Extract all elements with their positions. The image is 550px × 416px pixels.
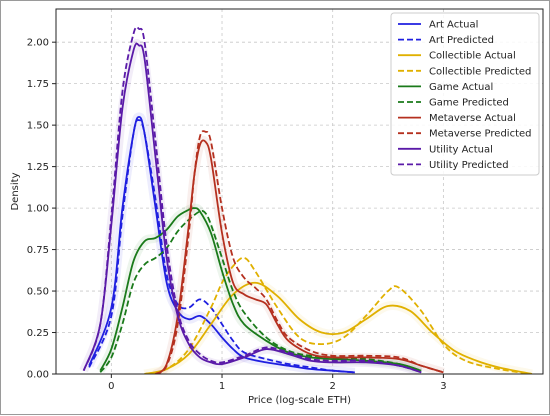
y-axis-label: Density bbox=[10, 172, 21, 210]
legend: Art Actual Art Predicted Collectible Actua… bbox=[390, 12, 540, 176]
y-tick-label: 1.00 bbox=[27, 204, 49, 215]
series-line-collectible-predicted bbox=[144, 256, 533, 374]
x-tick-label: 3 bbox=[440, 381, 446, 392]
x-axis-ticks: 0 1 2 3 bbox=[108, 374, 447, 392]
series-line-collectible-actual bbox=[144, 281, 533, 374]
legend-entry: Game Actual bbox=[429, 82, 493, 93]
x-tick-label: 1 bbox=[219, 381, 225, 392]
x-axis-label: Price (log-scale ETH) bbox=[248, 395, 351, 406]
legend-entry: Art Predicted bbox=[429, 35, 494, 46]
legend-entry: Game Predicted bbox=[429, 98, 509, 109]
legend-entry: Utility Predicted bbox=[429, 160, 509, 171]
legend-entry: Metaverse Actual bbox=[429, 113, 516, 124]
legend-entry: Collectible Actual bbox=[429, 51, 516, 62]
series-line-art-predicted bbox=[88, 119, 355, 374]
y-tick-label: 0.00 bbox=[27, 370, 49, 381]
legend-entry: Metaverse Predicted bbox=[429, 129, 532, 140]
y-tick-label: 1.75 bbox=[27, 79, 49, 90]
legend-entry: Art Actual bbox=[429, 20, 478, 31]
y-axis-ticks: 0.00 0.25 0.50 0.75 1.00 1.25 1.50 1.75 2.00 bbox=[27, 38, 56, 381]
x-tick-label: 2 bbox=[330, 381, 336, 392]
plot-border bbox=[55, 8, 544, 375]
legend-entry: Utility Actual bbox=[429, 144, 493, 155]
y-tick-label: 2.00 bbox=[27, 38, 49, 49]
series-line-game-actual bbox=[99, 207, 422, 372]
series-line-metaverse-predicted bbox=[155, 130, 444, 374]
y-tick-label: 0.25 bbox=[27, 328, 49, 339]
series-line-utility-predicted bbox=[82, 26, 422, 374]
series-line-utility-actual bbox=[82, 42, 422, 374]
y-tick-label: 0.50 bbox=[27, 287, 49, 298]
series-layer bbox=[79, 26, 533, 374]
y-tick-label: 0.75 bbox=[27, 245, 49, 256]
legend-box bbox=[390, 12, 540, 176]
y-tick-label: 1.50 bbox=[27, 121, 49, 132]
y-tick-label: 1.25 bbox=[27, 162, 49, 173]
legend-entry: Collectible Predicted bbox=[429, 66, 531, 77]
x-tick-label: 0 bbox=[108, 381, 114, 392]
